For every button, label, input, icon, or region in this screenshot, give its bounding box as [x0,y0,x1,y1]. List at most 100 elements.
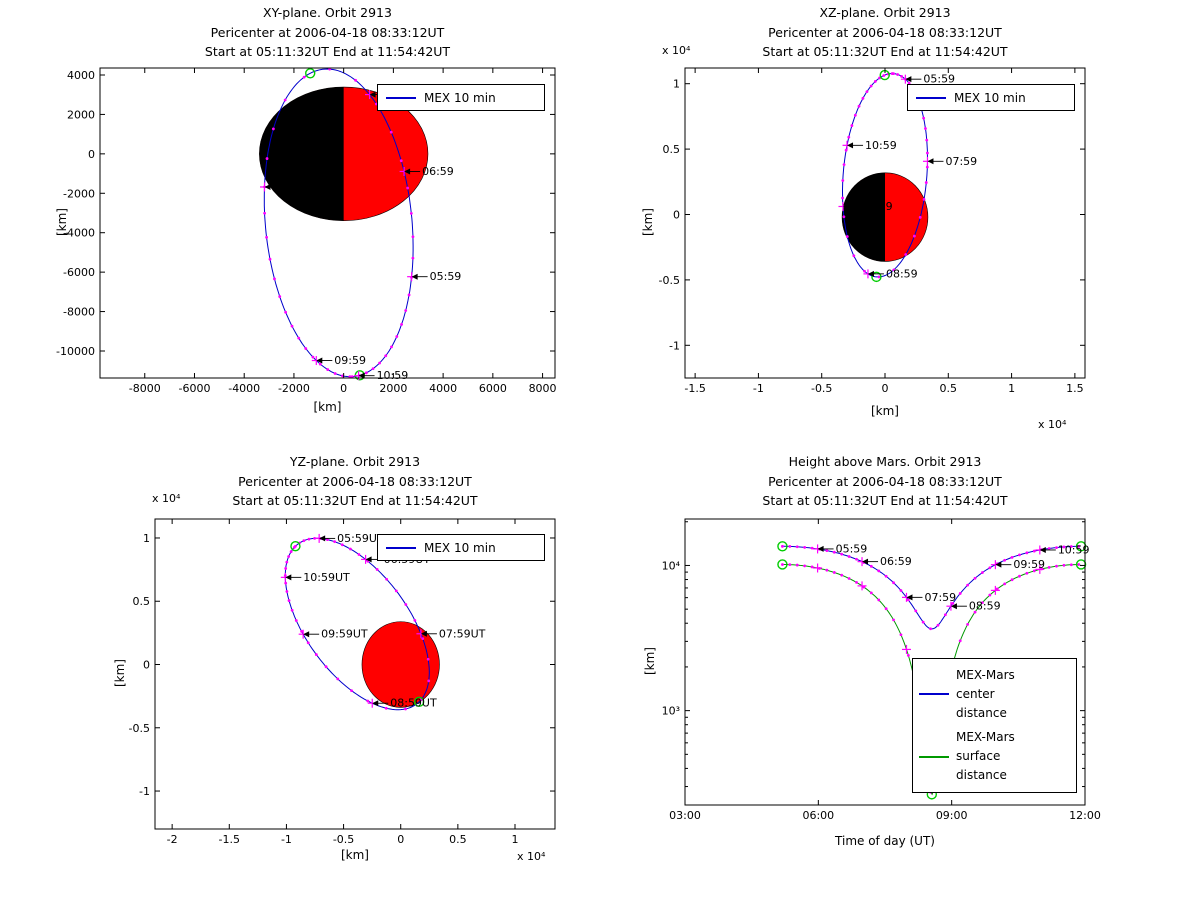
ten-min-marker [395,335,399,338]
time-annotation: 06:59 [404,165,454,178]
y-tick-label: -6000 [63,266,95,279]
ten-min-marker [1003,558,1007,562]
xz-yaxis-label: [km] [641,208,655,237]
ten-min-marker [404,309,408,312]
ten-min-marker [318,362,322,366]
annotation-label: 08:59 [886,267,918,280]
arrow-head-icon [995,561,1002,568]
ten-min-marker [364,371,368,375]
annotation-label: 09:59UT [321,628,368,641]
yz-xaxis-scale: x 10⁴ [517,850,546,863]
arrow-head-icon [264,183,271,190]
ten-min-marker [912,234,916,238]
y-tick-label: -8000 [63,306,95,319]
ten-min-marker [850,124,854,127]
x-tick-label: 0 [882,382,889,395]
x-tick-label: -1.5 [684,382,705,395]
ten-min-marker [825,568,829,572]
ten-min-marker [311,355,315,359]
ten-min-marker [1018,574,1021,578]
ten-min-marker [810,565,814,569]
ten-min-marker [287,599,291,602]
ten-min-marker [899,589,903,592]
event-circle [1075,541,1087,552]
ten-min-marker [285,590,289,593]
arrow-head-icon [420,630,427,637]
ten-min-marker [348,375,352,379]
y-tick-label: 0.5 [663,143,681,156]
time-annotation: 06:59 [862,555,912,568]
axes-box [99,67,556,379]
ten-min-marker [273,277,276,281]
ten-min-marker [810,546,814,550]
x-tick-label: 12:00 [1069,809,1101,822]
xz-plot-title: XZ-plane. Orbit 2913 Pericenter at 2006-… [685,3,1085,62]
annotation-label: 05:59 [430,270,462,283]
title-line: XY-plane. Orbit 2913 [263,5,392,20]
yz-yaxis-scale: x 10⁴ [152,492,181,505]
ten-min-marker [1069,563,1073,567]
ten-min-marker [890,72,894,75]
ten-min-marker [840,552,844,556]
arrow-head-icon [862,558,869,565]
mars-disk [361,621,440,708]
y-tick-label: 0.5 [133,595,151,608]
ten-min-marker [290,608,294,612]
annotation-label: 10:59 [1058,543,1090,556]
title-line: Start at 05:11:32UT End at 11:54:42UT [762,493,1008,508]
ten-min-marker [378,361,381,365]
ten-min-marker [882,74,886,77]
x-tick-label: 0.5 [940,382,958,395]
ten-min-marker [426,657,430,661]
y-tick-label: 10⁴ [662,559,681,572]
ten-min-marker [951,602,955,605]
ten-min-marker [892,581,895,585]
event-circle [777,541,788,552]
ten-min-marker [966,583,970,587]
legend-entry: MEX-Mars center distance [919,666,1070,723]
ten-min-marker [284,581,288,585]
time-annotation: 09:59 [995,558,1045,571]
y-tick-label: -10000 [56,345,95,358]
mex-line-sample-icon [386,546,416,549]
x-tick-label: -8000 [129,382,161,395]
ten-min-marker [865,90,869,93]
ten-min-marker [906,653,910,657]
title-line: XZ-plane. Orbit 2913 [819,5,951,20]
ten-min-marker [922,197,926,201]
ten-min-marker [1055,546,1058,549]
annotation-label: 06:59 [880,555,912,568]
ten-min-marker [366,699,370,703]
y-tick-label: -1 [139,785,150,798]
xz-xaxis-label: [km] [870,404,899,418]
legend-label-line: center [956,686,995,701]
event-circle [413,696,425,708]
ten-min-marker [892,268,896,272]
ten-min-marker [407,293,411,297]
time-annotation: 07:59UT [420,627,486,640]
arrow-head-icon [319,535,326,542]
ten-min-marker [958,592,962,595]
xz-yaxis-scale: x 10⁴ [662,44,691,57]
ten-min-marker [409,211,413,215]
ten-min-marker [841,196,844,200]
ten-min-marker [326,368,330,371]
ten-min-marker [268,257,272,261]
time-annotation: 05:59 [817,542,867,555]
ten-min-marker [1069,545,1073,548]
arrow-head-icon [369,91,376,98]
ten-min-marker [788,545,792,548]
annotation-label: 08:59 [283,180,315,193]
ten-min-marker [847,135,851,139]
yz-xaxis-label: [km] [340,848,369,862]
ten-min-marker [781,563,784,566]
y-tick-label: 10³ [662,705,680,718]
ten-min-marker [847,577,851,580]
x-tick-label: 6000 [479,382,507,395]
xy-subplot: 05:5906:5907:5908:5909:5910:59-8000-6000… [56,67,557,395]
ten-min-marker [427,679,431,683]
event-circle [871,271,882,283]
x-tick-label: 8000 [529,382,557,395]
ten-min-marker [981,571,984,574]
arrow-head-icon [1039,546,1046,553]
